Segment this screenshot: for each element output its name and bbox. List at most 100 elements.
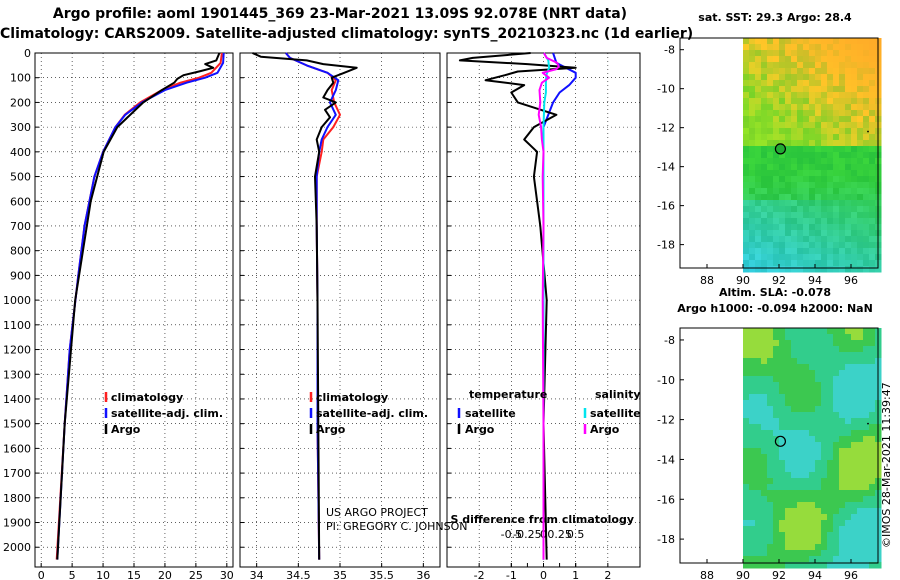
map-cell	[821, 490, 828, 497]
map-cell	[761, 556, 768, 563]
map-cell	[821, 514, 828, 521]
x-tick-label: 10	[96, 569, 110, 580]
map-cell	[785, 490, 792, 497]
map-cell	[791, 430, 798, 437]
map-cell	[761, 424, 768, 431]
map-cell	[833, 334, 840, 341]
map-cell	[845, 556, 852, 563]
map-cell	[857, 140, 864, 147]
map-cell	[761, 86, 768, 93]
map-cell	[755, 80, 762, 87]
map-cell	[857, 340, 864, 347]
map-cell	[755, 116, 762, 123]
map-cell	[773, 364, 780, 371]
map-cell	[845, 104, 852, 111]
map-cell	[773, 550, 780, 557]
map-cell	[755, 134, 762, 141]
map-cell	[749, 466, 756, 473]
map-cell	[749, 194, 756, 201]
map-cell	[773, 116, 780, 123]
map-cell	[743, 382, 750, 389]
map-cell	[803, 146, 810, 153]
map-cell	[863, 544, 870, 551]
map-cell	[743, 364, 750, 371]
map-cell	[785, 478, 792, 485]
map-cell	[767, 400, 774, 407]
series-line	[458, 52, 577, 560]
map-cell	[845, 236, 852, 243]
map-cell	[803, 370, 810, 377]
map-cell	[815, 544, 822, 551]
map-cell	[785, 212, 792, 219]
map-cell	[749, 146, 756, 153]
map-cell	[821, 538, 828, 545]
map-cell	[755, 478, 762, 485]
map-cell	[809, 484, 816, 491]
x-tick-label: 0	[38, 569, 45, 580]
map-cell	[863, 562, 870, 569]
map-cell	[749, 334, 756, 341]
sla-map-subtitle: Argo h1000: -0.094 h2000: NaN	[677, 302, 873, 315]
map-cell	[827, 406, 834, 413]
map-cell	[791, 460, 798, 467]
map-cell	[749, 544, 756, 551]
map-cell	[851, 466, 858, 473]
map-cell	[821, 508, 828, 515]
map-cell	[833, 562, 840, 569]
map-cell	[857, 176, 864, 183]
map-cell	[749, 158, 756, 165]
map-cell	[779, 490, 786, 497]
map-cell	[761, 146, 768, 153]
map-cell	[869, 182, 876, 189]
map-y-tick-label: -14	[657, 453, 675, 466]
map-cell	[743, 188, 750, 195]
map-cell	[869, 538, 876, 545]
legend-entry: Argo	[316, 423, 346, 436]
map-cell	[851, 80, 858, 87]
map-cell	[851, 400, 858, 407]
map-cell	[869, 412, 876, 419]
map-cell	[833, 236, 840, 243]
map-cell	[869, 454, 876, 461]
map-cell	[755, 370, 762, 377]
map-cell	[779, 532, 786, 539]
map-cell	[755, 104, 762, 111]
map-cell	[875, 562, 882, 569]
map-cell	[767, 62, 774, 69]
map-cell	[845, 388, 852, 395]
map-cell	[851, 44, 858, 51]
map-cell	[827, 442, 834, 449]
map-cell	[851, 212, 858, 219]
map-cell	[851, 532, 858, 539]
map-cell	[773, 98, 780, 105]
map-cell	[851, 188, 858, 195]
map-cell	[785, 400, 792, 407]
map-cell	[755, 328, 762, 335]
map-cell	[797, 376, 804, 383]
map-cell	[869, 218, 876, 225]
map-cell	[791, 502, 798, 509]
map-cell	[869, 266, 876, 273]
map-cell	[743, 146, 750, 153]
map-cell	[785, 266, 792, 273]
map-cell	[839, 80, 846, 87]
map-cell	[791, 242, 798, 249]
map-cell	[767, 236, 774, 243]
map-cell	[755, 334, 762, 341]
map-cell	[863, 164, 870, 171]
map-cell	[755, 400, 762, 407]
map-cell	[863, 68, 870, 75]
map-cell	[809, 466, 816, 473]
map-cell	[809, 370, 816, 377]
map-cell	[839, 352, 846, 359]
map-cell	[797, 212, 804, 219]
map-cell	[743, 412, 750, 419]
map-cell	[851, 98, 858, 105]
legend-entry: climatology	[316, 391, 388, 404]
profile-location-marker	[774, 143, 787, 155]
map-cell	[761, 224, 768, 231]
map-cell	[809, 122, 816, 129]
map-cell	[743, 56, 750, 63]
map-cell	[791, 140, 798, 147]
map-cell	[779, 436, 786, 443]
